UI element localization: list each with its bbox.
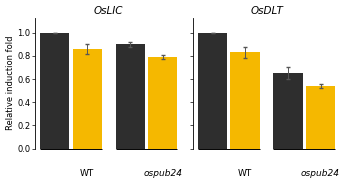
Text: ospub24: ospub24 bbox=[301, 169, 340, 178]
Title: OsLIC: OsLIC bbox=[94, 6, 124, 16]
Bar bbox=[230, 52, 260, 149]
Bar bbox=[306, 86, 335, 149]
Bar bbox=[116, 44, 145, 149]
Title: OsDLT: OsDLT bbox=[250, 6, 283, 16]
Text: WT: WT bbox=[80, 169, 94, 178]
Y-axis label: Relative induction fold: Relative induction fold bbox=[6, 36, 15, 130]
Text: WT: WT bbox=[238, 169, 252, 178]
Bar bbox=[198, 33, 227, 149]
Bar bbox=[148, 57, 177, 149]
Bar bbox=[40, 33, 69, 149]
Text: ospub24: ospub24 bbox=[143, 169, 182, 178]
Bar bbox=[73, 49, 102, 149]
Bar bbox=[273, 73, 303, 149]
